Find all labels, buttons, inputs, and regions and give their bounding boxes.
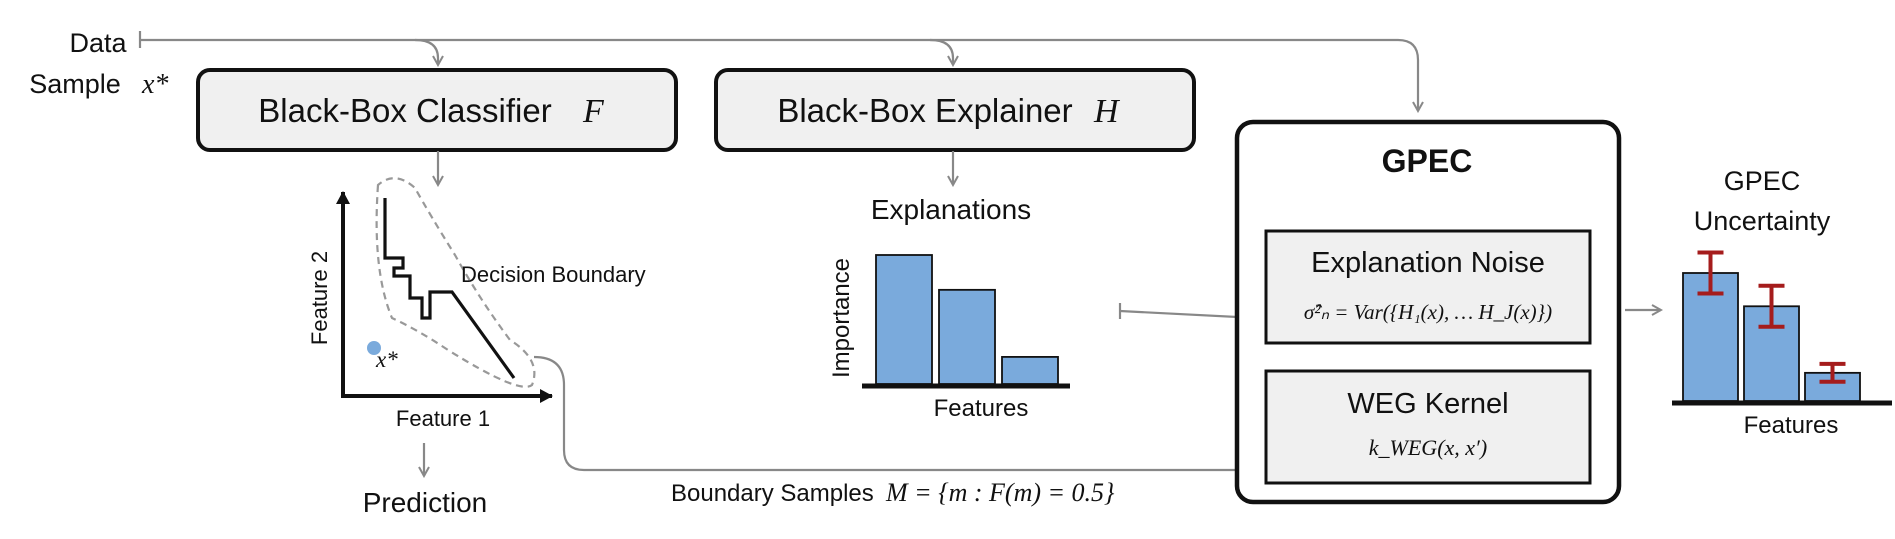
input-connectors xyxy=(138,31,1418,111)
explanation-bar-2 xyxy=(938,288,996,385)
explanations-title: Explanations xyxy=(871,194,1031,225)
uncertainty-x-label: Features xyxy=(1744,412,1839,439)
explainer-label: Black-Box Explainer xyxy=(777,92,1072,129)
boundary-samples-connector xyxy=(533,355,1257,470)
boundary-label: Decision Boundary xyxy=(461,262,646,287)
gpec-title: GPEC xyxy=(1382,143,1473,179)
weg-kernel-formula: k_WEG(x, x′) xyxy=(1369,435,1487,460)
error-bar-1 xyxy=(1697,250,1724,296)
explainer-box xyxy=(714,68,1196,152)
decision-boundary xyxy=(383,198,516,379)
feature-plot: x* Decision Boundary Feature 2 Feature 1 xyxy=(307,177,646,431)
data-label-sample: Sample xyxy=(29,69,121,99)
boundary-samples-label: Boundary Samples xyxy=(671,480,874,507)
data-label-line2: Sample xyxy=(29,69,121,99)
error-bar-3 xyxy=(1819,361,1846,384)
explanation-noise-box xyxy=(1264,229,1592,345)
classifier-box xyxy=(196,68,678,152)
explanations-x-label: Features xyxy=(934,395,1029,422)
classifier-label: Black-Box Classifier xyxy=(258,92,551,129)
boundary-region xyxy=(375,177,536,388)
uncertainty-title-line1: GPEC xyxy=(1724,166,1801,196)
sample-point xyxy=(367,341,381,355)
explanations-to-noise-connector xyxy=(1119,309,1257,318)
classifier-var: F xyxy=(582,93,605,130)
explanations-chart: Explanations Importance Features xyxy=(828,194,1070,422)
sample-point-label: x* xyxy=(375,347,398,372)
error-bar-2 xyxy=(1758,283,1785,329)
explanation-bar-1 xyxy=(875,254,933,385)
explainer-var: H xyxy=(1093,93,1121,130)
plot-x-label: Feature 1 xyxy=(396,406,490,431)
uncertainty-chart: GPEC Uncertainty Features xyxy=(1672,166,1892,439)
data-label-line1: Data xyxy=(69,28,127,58)
data-label-var: x* xyxy=(141,69,168,100)
uncertainty-title-line2: Uncertainty xyxy=(1694,206,1831,236)
explanation-noise-formula: σ̂²ₙ = Var({H₁(x), … H_J(x)}) xyxy=(1304,300,1552,324)
weg-kernel-title: WEG Kernel xyxy=(1347,388,1508,420)
weg-kernel-box xyxy=(1264,369,1592,485)
explanation-bar-3 xyxy=(1001,356,1059,385)
plot-y-label: Feature 2 xyxy=(307,251,332,345)
prediction-label: Prediction xyxy=(363,487,488,518)
explanation-noise-title: Explanation Noise xyxy=(1311,247,1545,279)
boundary-samples-formula: M = {m : F(m) = 0.5} xyxy=(885,478,1115,507)
explanations-y-label: Importance xyxy=(828,258,855,378)
